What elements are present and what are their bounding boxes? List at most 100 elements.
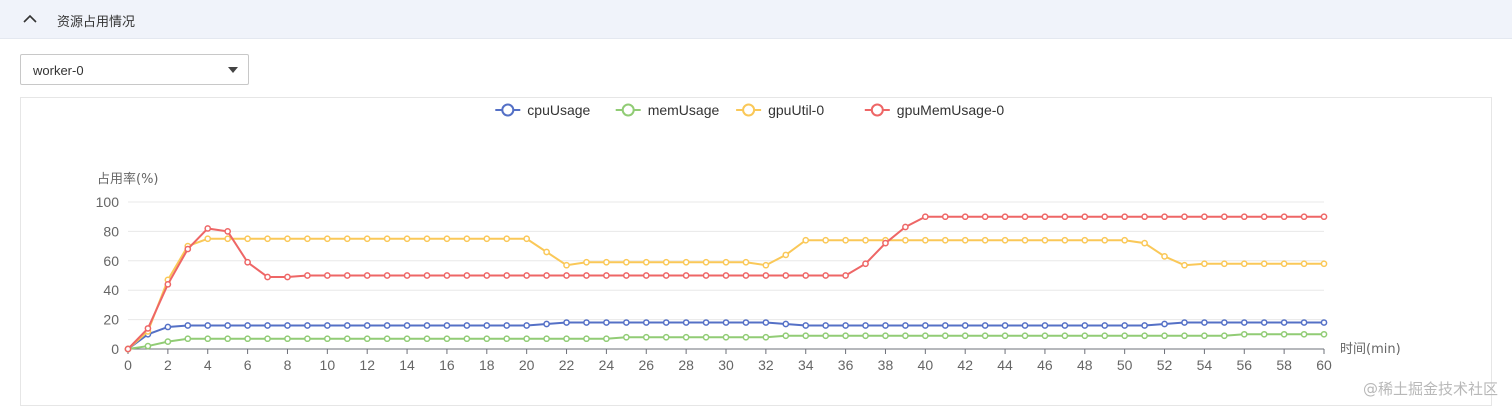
data-point [1300, 319, 1308, 326]
watermark: @稀土掘金技术社区 [1362, 380, 1498, 398]
data-point [563, 261, 570, 269]
data-point [1101, 322, 1109, 329]
data-point [1300, 213, 1308, 221]
data-point [423, 272, 431, 279]
data-point [722, 319, 730, 326]
data-point [304, 322, 311, 329]
y-tick-label: 80 [103, 223, 119, 239]
data-point [702, 319, 710, 326]
data-point [1061, 236, 1069, 244]
x-tick-label: 24 [599, 357, 615, 373]
data-point [343, 335, 351, 343]
data-point [463, 272, 471, 279]
data-point [1121, 322, 1129, 329]
y-tick-label: 40 [103, 282, 119, 298]
data-point [1280, 330, 1288, 338]
x-tick-label: 48 [1077, 357, 1093, 373]
data-point [782, 332, 790, 340]
data-point [961, 236, 969, 244]
x-tick-label: 16 [439, 357, 455, 373]
data-point [842, 332, 849, 340]
x-tick-label: 42 [957, 357, 973, 373]
data-point [264, 322, 271, 329]
legend-label: gpuMemUsage-0 [897, 102, 1005, 118]
data-point [1260, 260, 1268, 268]
data-point [981, 322, 989, 329]
data-point [1141, 213, 1148, 221]
data-point [284, 335, 291, 343]
data-point [503, 235, 511, 243]
data-point [343, 272, 351, 279]
data-point [563, 272, 570, 279]
data-point [184, 335, 192, 343]
x-tick-label: 38 [878, 357, 894, 373]
data-point [343, 235, 351, 243]
data-point [941, 236, 949, 244]
data-point [323, 335, 331, 343]
data-point [1081, 332, 1089, 340]
data-point [1041, 213, 1049, 221]
data-point [662, 319, 670, 326]
x-tick-label: 52 [1157, 357, 1173, 373]
data-point [323, 272, 331, 279]
data-point [264, 273, 271, 281]
data-point [543, 320, 550, 328]
x-tick-label: 54 [1197, 357, 1213, 373]
x-tick-label: 50 [1117, 357, 1133, 373]
data-point [284, 273, 291, 281]
data-point [1001, 213, 1009, 221]
x-tick-label: 10 [320, 357, 336, 373]
data-point [1181, 319, 1188, 326]
legend-label: memUsage [648, 102, 720, 118]
chevron-up-icon[interactable] [20, 9, 40, 29]
data-point [1260, 319, 1268, 326]
node-select[interactable]: worker-0 [20, 54, 249, 85]
data-point [1061, 322, 1069, 329]
data-point [622, 258, 630, 266]
data-point [463, 322, 471, 329]
data-point [742, 258, 750, 266]
data-point [563, 335, 570, 343]
x-tick-label: 26 [638, 357, 654, 373]
data-point [1101, 332, 1109, 340]
data-point [682, 272, 690, 279]
data-point [244, 322, 251, 329]
x-tick-label: 36 [838, 357, 854, 373]
data-point [1201, 213, 1208, 221]
data-point [1240, 319, 1248, 326]
data-point [902, 223, 909, 231]
data-point [1280, 213, 1288, 221]
data-point [403, 322, 411, 329]
data-point [822, 332, 830, 340]
data-point [902, 322, 909, 329]
data-point [862, 236, 869, 244]
data-point [921, 213, 929, 221]
data-point [244, 235, 251, 243]
data-point [304, 335, 311, 343]
caret-down-icon [228, 67, 238, 73]
data-point [682, 258, 690, 266]
data-point [682, 319, 690, 326]
data-point [1081, 213, 1089, 221]
data-point [244, 335, 251, 343]
data-point [323, 235, 331, 243]
data-point [523, 322, 531, 329]
x-tick-label: 40 [918, 357, 934, 373]
data-point [323, 322, 331, 329]
data-point [742, 333, 750, 341]
data-point [503, 322, 511, 329]
data-point [1121, 236, 1129, 244]
data-point [1021, 213, 1029, 221]
data-point [124, 345, 132, 353]
data-point [1061, 213, 1069, 221]
data-point [961, 332, 969, 340]
data-point [822, 236, 830, 244]
data-point [802, 332, 810, 340]
data-point [1220, 213, 1228, 221]
data-point [383, 272, 391, 279]
data-point [264, 335, 271, 343]
data-point [722, 272, 730, 279]
data-point [1280, 260, 1288, 268]
x-tick-label: 34 [798, 357, 814, 373]
